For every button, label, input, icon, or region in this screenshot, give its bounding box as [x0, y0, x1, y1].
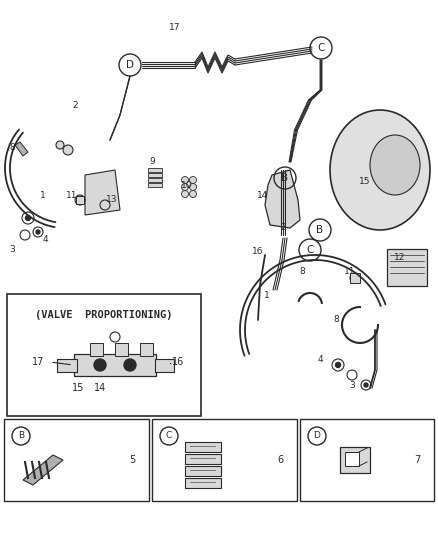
FancyBboxPatch shape: [340, 447, 370, 473]
Polygon shape: [265, 170, 300, 228]
Circle shape: [75, 195, 85, 205]
FancyBboxPatch shape: [184, 441, 220, 451]
Circle shape: [100, 200, 110, 210]
Text: 11: 11: [66, 190, 78, 199]
Text: 1: 1: [40, 190, 46, 199]
FancyBboxPatch shape: [89, 343, 102, 356]
FancyBboxPatch shape: [184, 478, 220, 488]
FancyBboxPatch shape: [155, 359, 173, 372]
Text: 15: 15: [72, 383, 84, 393]
Text: 9: 9: [149, 157, 155, 166]
Text: 12: 12: [394, 254, 406, 262]
Circle shape: [347, 370, 357, 380]
FancyBboxPatch shape: [184, 465, 220, 475]
Circle shape: [190, 183, 197, 190]
Circle shape: [56, 141, 64, 149]
Circle shape: [124, 359, 136, 371]
Circle shape: [25, 215, 31, 221]
Circle shape: [110, 332, 120, 342]
FancyBboxPatch shape: [345, 452, 359, 466]
FancyBboxPatch shape: [152, 419, 297, 501]
Text: 5: 5: [129, 455, 135, 465]
FancyBboxPatch shape: [148, 178, 162, 182]
Text: B: B: [282, 173, 289, 183]
Text: 4: 4: [317, 356, 323, 365]
Circle shape: [190, 176, 197, 183]
FancyBboxPatch shape: [4, 419, 149, 501]
FancyBboxPatch shape: [184, 454, 220, 464]
Text: D: D: [126, 60, 134, 70]
Polygon shape: [15, 142, 28, 156]
Circle shape: [190, 190, 197, 198]
Text: 14: 14: [257, 190, 268, 199]
FancyBboxPatch shape: [74, 354, 156, 376]
FancyBboxPatch shape: [148, 183, 162, 187]
FancyBboxPatch shape: [57, 359, 77, 372]
Circle shape: [364, 383, 368, 387]
Circle shape: [336, 362, 340, 367]
FancyBboxPatch shape: [139, 343, 152, 356]
Text: (VALVE  PROPORTIONING): (VALVE PROPORTIONING): [35, 310, 173, 320]
FancyBboxPatch shape: [148, 173, 162, 177]
Text: 17: 17: [32, 357, 44, 367]
Text: 3: 3: [349, 381, 355, 390]
Text: D: D: [314, 432, 321, 440]
Text: 17: 17: [169, 23, 181, 33]
Text: 14: 14: [94, 383, 106, 393]
Text: 8: 8: [333, 316, 339, 325]
Text: 4: 4: [42, 236, 48, 245]
Text: 16: 16: [252, 247, 264, 256]
Circle shape: [36, 230, 40, 234]
Text: C: C: [306, 245, 314, 255]
Circle shape: [22, 212, 34, 224]
Circle shape: [33, 227, 43, 237]
Ellipse shape: [370, 135, 420, 195]
Text: 2: 2: [280, 223, 286, 232]
Circle shape: [63, 145, 73, 155]
Circle shape: [181, 190, 188, 198]
Circle shape: [361, 380, 371, 390]
Text: 2: 2: [72, 101, 78, 109]
FancyBboxPatch shape: [387, 249, 427, 286]
Text: 8: 8: [299, 268, 305, 277]
Text: 8: 8: [9, 143, 15, 152]
Circle shape: [181, 176, 188, 183]
Text: B: B: [316, 225, 324, 235]
Text: 10: 10: [181, 181, 193, 190]
FancyBboxPatch shape: [7, 294, 201, 416]
Circle shape: [181, 183, 188, 190]
Text: 15: 15: [359, 177, 371, 187]
Circle shape: [20, 230, 30, 240]
Text: 16: 16: [172, 357, 184, 367]
Circle shape: [94, 359, 106, 371]
Text: 3: 3: [9, 246, 15, 254]
Circle shape: [332, 359, 344, 371]
FancyBboxPatch shape: [114, 343, 127, 356]
Text: 11: 11: [344, 268, 356, 277]
FancyBboxPatch shape: [76, 196, 84, 204]
FancyBboxPatch shape: [300, 419, 434, 501]
Polygon shape: [23, 455, 63, 485]
Text: 1: 1: [264, 290, 270, 300]
Text: C: C: [166, 432, 172, 440]
FancyBboxPatch shape: [350, 273, 360, 283]
Ellipse shape: [330, 110, 430, 230]
Text: C: C: [317, 43, 325, 53]
Text: B: B: [18, 432, 24, 440]
Text: 7: 7: [414, 455, 420, 465]
FancyBboxPatch shape: [148, 168, 162, 172]
Text: 13: 13: [106, 196, 118, 205]
Polygon shape: [85, 170, 120, 215]
Circle shape: [350, 273, 360, 283]
Text: 6: 6: [277, 455, 283, 465]
